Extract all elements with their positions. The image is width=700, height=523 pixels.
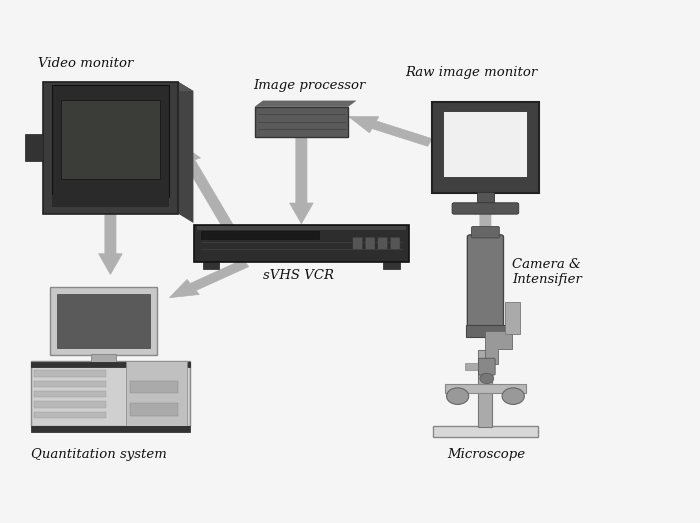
- FancyBboxPatch shape: [432, 103, 539, 193]
- Text: Microscope: Microscope: [447, 448, 525, 461]
- FancyBboxPatch shape: [43, 82, 178, 213]
- Circle shape: [480, 373, 494, 383]
- FancyBboxPatch shape: [61, 100, 160, 179]
- Polygon shape: [485, 331, 512, 363]
- FancyBboxPatch shape: [391, 237, 400, 249]
- FancyBboxPatch shape: [255, 107, 349, 137]
- Polygon shape: [178, 142, 237, 235]
- FancyBboxPatch shape: [34, 391, 106, 397]
- FancyBboxPatch shape: [34, 412, 106, 418]
- FancyBboxPatch shape: [197, 226, 406, 230]
- FancyBboxPatch shape: [31, 426, 190, 432]
- FancyBboxPatch shape: [443, 111, 527, 177]
- Circle shape: [502, 388, 524, 404]
- FancyBboxPatch shape: [479, 358, 495, 375]
- Polygon shape: [99, 214, 122, 275]
- Text: Raw image monitor: Raw image monitor: [405, 66, 538, 79]
- FancyBboxPatch shape: [433, 426, 538, 437]
- Polygon shape: [169, 259, 248, 298]
- FancyBboxPatch shape: [194, 225, 409, 262]
- Polygon shape: [43, 82, 193, 91]
- FancyBboxPatch shape: [130, 403, 178, 416]
- Text: Video monitor: Video monitor: [38, 58, 133, 71]
- Polygon shape: [178, 82, 193, 223]
- Polygon shape: [290, 138, 313, 224]
- FancyBboxPatch shape: [505, 302, 520, 334]
- FancyBboxPatch shape: [91, 354, 116, 364]
- FancyBboxPatch shape: [465, 363, 481, 370]
- FancyBboxPatch shape: [445, 384, 526, 393]
- FancyBboxPatch shape: [466, 325, 505, 337]
- FancyBboxPatch shape: [127, 361, 187, 426]
- Polygon shape: [255, 100, 356, 107]
- FancyBboxPatch shape: [52, 85, 169, 197]
- FancyBboxPatch shape: [477, 192, 494, 206]
- FancyBboxPatch shape: [34, 381, 106, 387]
- FancyBboxPatch shape: [31, 361, 190, 426]
- FancyBboxPatch shape: [34, 370, 106, 377]
- FancyBboxPatch shape: [203, 262, 219, 269]
- Text: Camera &
Intensifier: Camera & Intensifier: [512, 258, 582, 286]
- Polygon shape: [349, 117, 432, 146]
- FancyBboxPatch shape: [384, 262, 400, 269]
- FancyBboxPatch shape: [52, 195, 169, 207]
- Circle shape: [447, 388, 469, 404]
- FancyBboxPatch shape: [31, 362, 190, 367]
- FancyBboxPatch shape: [365, 237, 375, 249]
- FancyBboxPatch shape: [452, 203, 519, 214]
- FancyBboxPatch shape: [472, 226, 499, 238]
- FancyBboxPatch shape: [50, 287, 158, 355]
- FancyBboxPatch shape: [25, 134, 43, 161]
- FancyBboxPatch shape: [479, 350, 492, 427]
- FancyBboxPatch shape: [378, 237, 388, 249]
- FancyBboxPatch shape: [468, 235, 503, 329]
- Polygon shape: [474, 287, 497, 328]
- Text: sVHS VCR: sVHS VCR: [263, 269, 334, 281]
- Text: Quantitation system: Quantitation system: [31, 448, 167, 461]
- FancyBboxPatch shape: [130, 381, 178, 393]
- FancyBboxPatch shape: [353, 237, 363, 249]
- FancyBboxPatch shape: [57, 294, 150, 348]
- FancyBboxPatch shape: [201, 232, 319, 239]
- Text: Image processor: Image processor: [253, 79, 365, 92]
- Polygon shape: [474, 193, 497, 236]
- FancyBboxPatch shape: [34, 401, 106, 407]
